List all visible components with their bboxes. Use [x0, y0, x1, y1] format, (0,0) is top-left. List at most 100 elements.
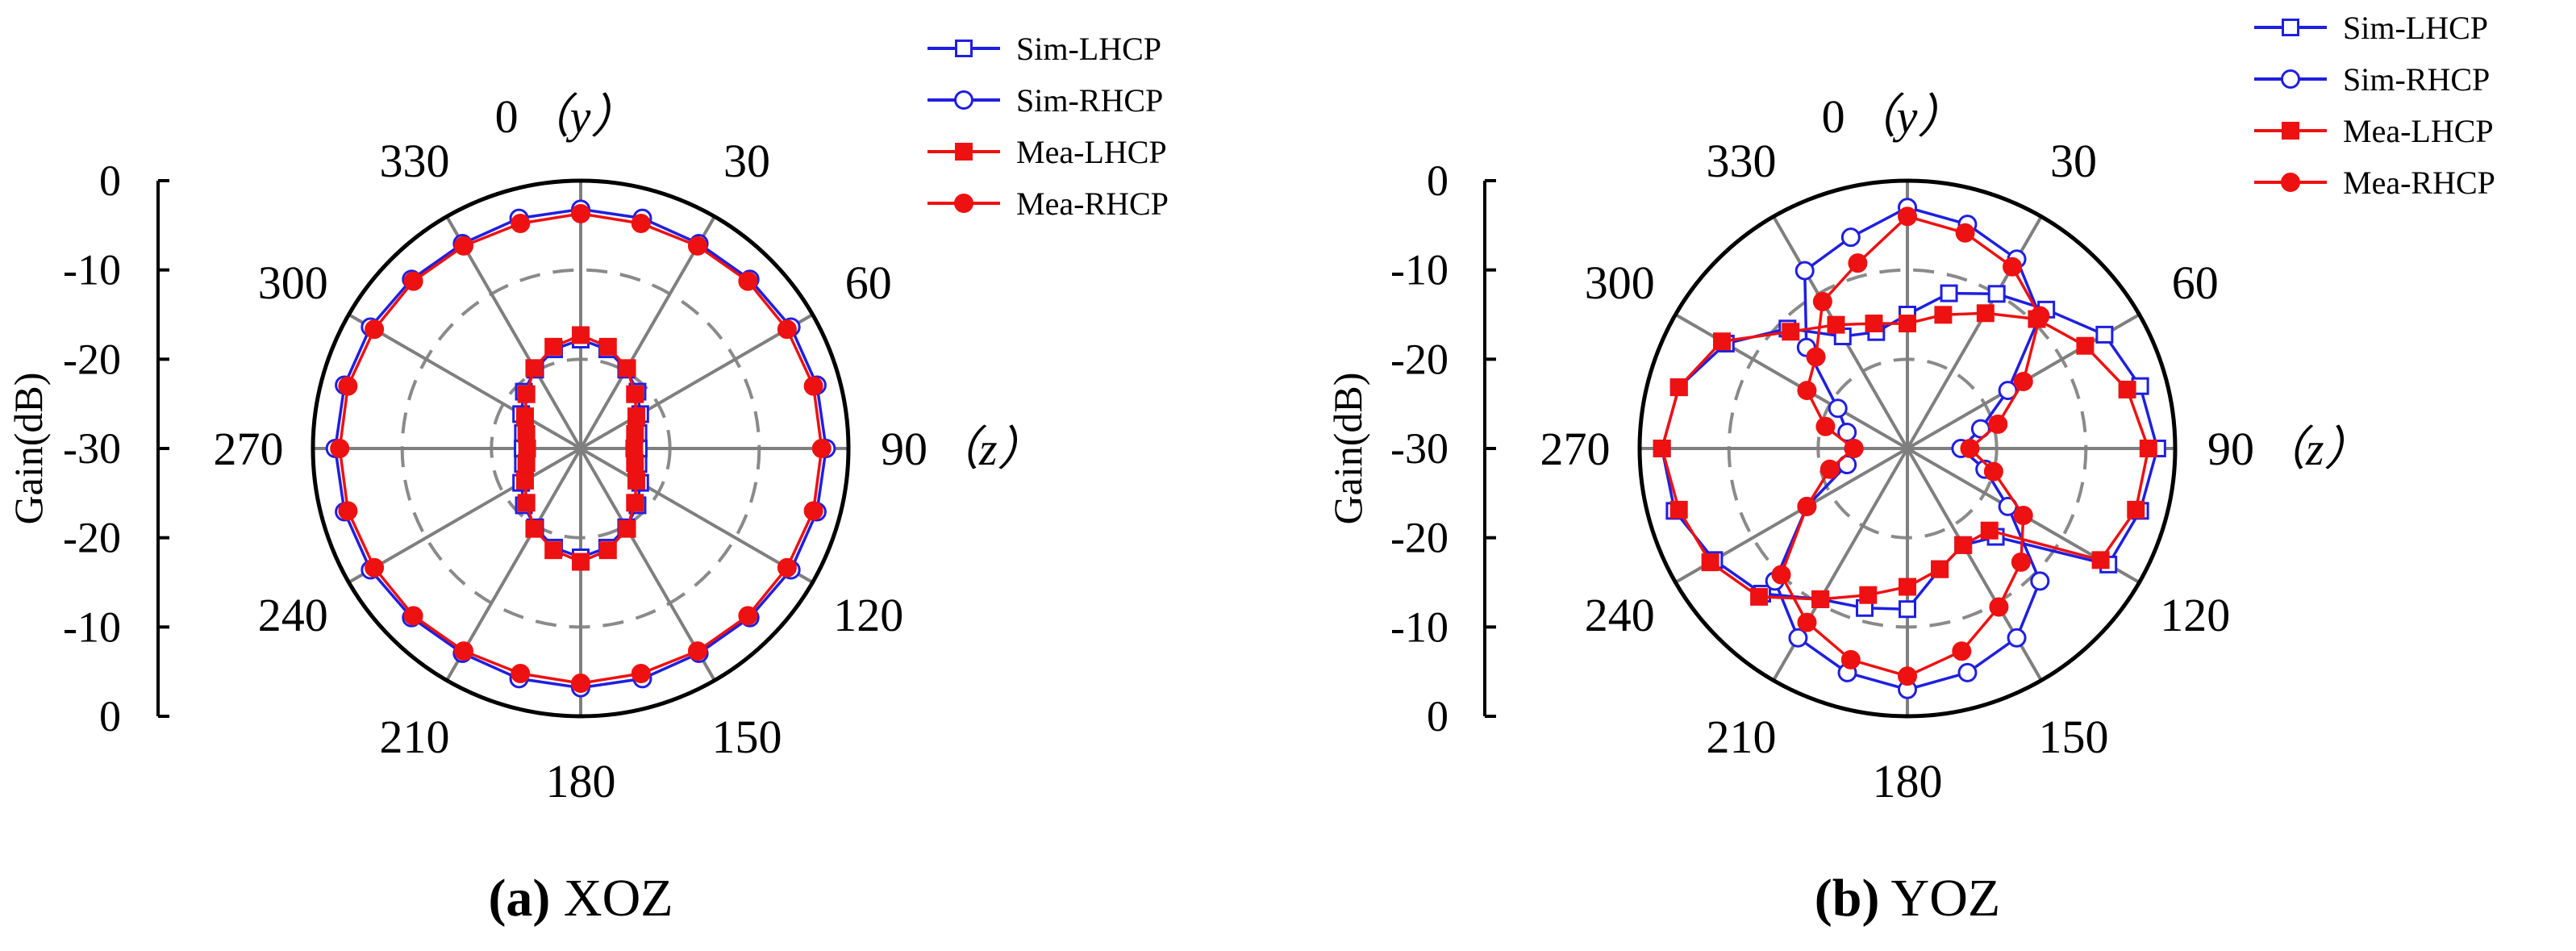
data-point [1955, 223, 1975, 243]
data-point [1837, 422, 1857, 442]
data-point [517, 494, 536, 512]
data-point [687, 641, 707, 661]
radial-tick-label: 0 [99, 156, 121, 205]
angle-label-270: 270 [1540, 423, 1611, 475]
data-point [1859, 586, 1878, 604]
data-point [2007, 628, 2027, 648]
angle-label-330: 330 [380, 135, 450, 187]
data-point [1980, 521, 1999, 540]
data-point [2118, 380, 2136, 398]
data-point [1983, 461, 2003, 482]
data-point [525, 359, 544, 377]
data-point [2281, 69, 2300, 89]
grid-spoke [579, 448, 716, 682]
grid-spoke [580, 313, 814, 450]
data-point [1848, 253, 1868, 273]
caption-letter: (a) [488, 869, 550, 928]
data-point [625, 440, 644, 457]
data-point [517, 454, 536, 473]
data-point [954, 194, 973, 213]
angle-label-0: 0 （y） [495, 90, 638, 143]
data-point [2095, 325, 2114, 344]
y-axis-label: Gain(dB) [6, 373, 51, 525]
data-point [1788, 628, 1808, 648]
data-point [631, 663, 651, 683]
data-point [515, 407, 534, 426]
data-point [1865, 315, 1883, 333]
data-point [738, 606, 758, 626]
data-point [1934, 306, 1953, 324]
series-mea-rhcp [1771, 206, 2050, 686]
data-point [572, 326, 590, 344]
data-point [572, 553, 590, 571]
data-point [518, 440, 536, 457]
radial-tick-label: -10 [1390, 246, 1448, 294]
angle-label-150: 150 [2039, 711, 2109, 763]
legend: Sim-LHCP Sim-RHCP Mea-LHCP Mea-RHCP [2254, 10, 2495, 201]
data-point [330, 439, 350, 458]
data-point [687, 236, 707, 256]
data-point [517, 424, 536, 443]
radial-tick-label: -20 [1390, 514, 1448, 562]
angle-label-330: 330 [1707, 135, 1777, 187]
outer-ring [1637, 178, 2178, 719]
data-point [515, 471, 534, 490]
data-point [571, 203, 590, 223]
data-point [626, 454, 644, 473]
angle-label-180: 180 [546, 755, 616, 807]
data-point [454, 641, 474, 661]
data-point [803, 501, 823, 521]
data-point [2282, 19, 2299, 36]
angle-label-120: 120 [833, 589, 903, 641]
data-point [2281, 173, 2300, 192]
data-point [1827, 315, 1845, 334]
data-point [1987, 285, 2006, 303]
data-point [454, 236, 474, 256]
grid-spoke [580, 447, 814, 584]
data-point [626, 494, 644, 512]
data-point [955, 143, 973, 161]
legend-label: Sim-LHCP [2343, 10, 2488, 46]
data-point [1899, 578, 1916, 596]
data-point [517, 385, 536, 403]
data-point [1806, 347, 1826, 367]
data-point [511, 214, 531, 234]
data-point [1797, 612, 1817, 632]
grid-spoke [348, 447, 581, 584]
data-point [544, 541, 563, 560]
data-point [1794, 261, 1815, 281]
data-point [955, 40, 973, 57]
data-point [627, 407, 646, 426]
data-point [2030, 306, 2050, 326]
angle-label-300: 300 [258, 257, 328, 309]
caption-text: YOZ [1891, 869, 2001, 928]
data-point [1797, 496, 1817, 516]
data-point [2013, 372, 2033, 391]
data-point [2076, 336, 2095, 355]
data-point [2003, 257, 2023, 277]
data-point [1899, 315, 1916, 333]
radial-tick-label: -20 [1390, 335, 1448, 383]
data-point [365, 319, 385, 340]
data-point [1998, 381, 2018, 401]
data-point [403, 271, 423, 291]
legend: Sim-LHCP Sim-RHCP Mea-LHCP Mea-RHCP [927, 31, 1169, 222]
data-point [338, 501, 358, 521]
legend-label: Mea-RHCP [1016, 186, 1169, 222]
data-point [338, 376, 358, 396]
legend-label: Mea-LHCP [2343, 113, 2494, 149]
data-point [1815, 416, 1836, 436]
data-point [1828, 398, 1848, 419]
radial-tick-label: 0 [99, 692, 121, 740]
data-point [1960, 439, 1980, 458]
data-point [2282, 122, 2299, 140]
grid-spoke [445, 215, 582, 449]
data-point [1669, 500, 1688, 519]
polar-chart-xoz: (a) XOZ Gain(dB) 0 （y） 30 60 90 （z） 120 150 180 2… [6, 31, 1169, 928]
data-point [598, 541, 617, 560]
angle-label-30: 30 [723, 135, 770, 187]
data-point [511, 663, 531, 683]
angle-label-90: 90 （z） [2207, 423, 2371, 475]
data-point [1899, 600, 1916, 619]
